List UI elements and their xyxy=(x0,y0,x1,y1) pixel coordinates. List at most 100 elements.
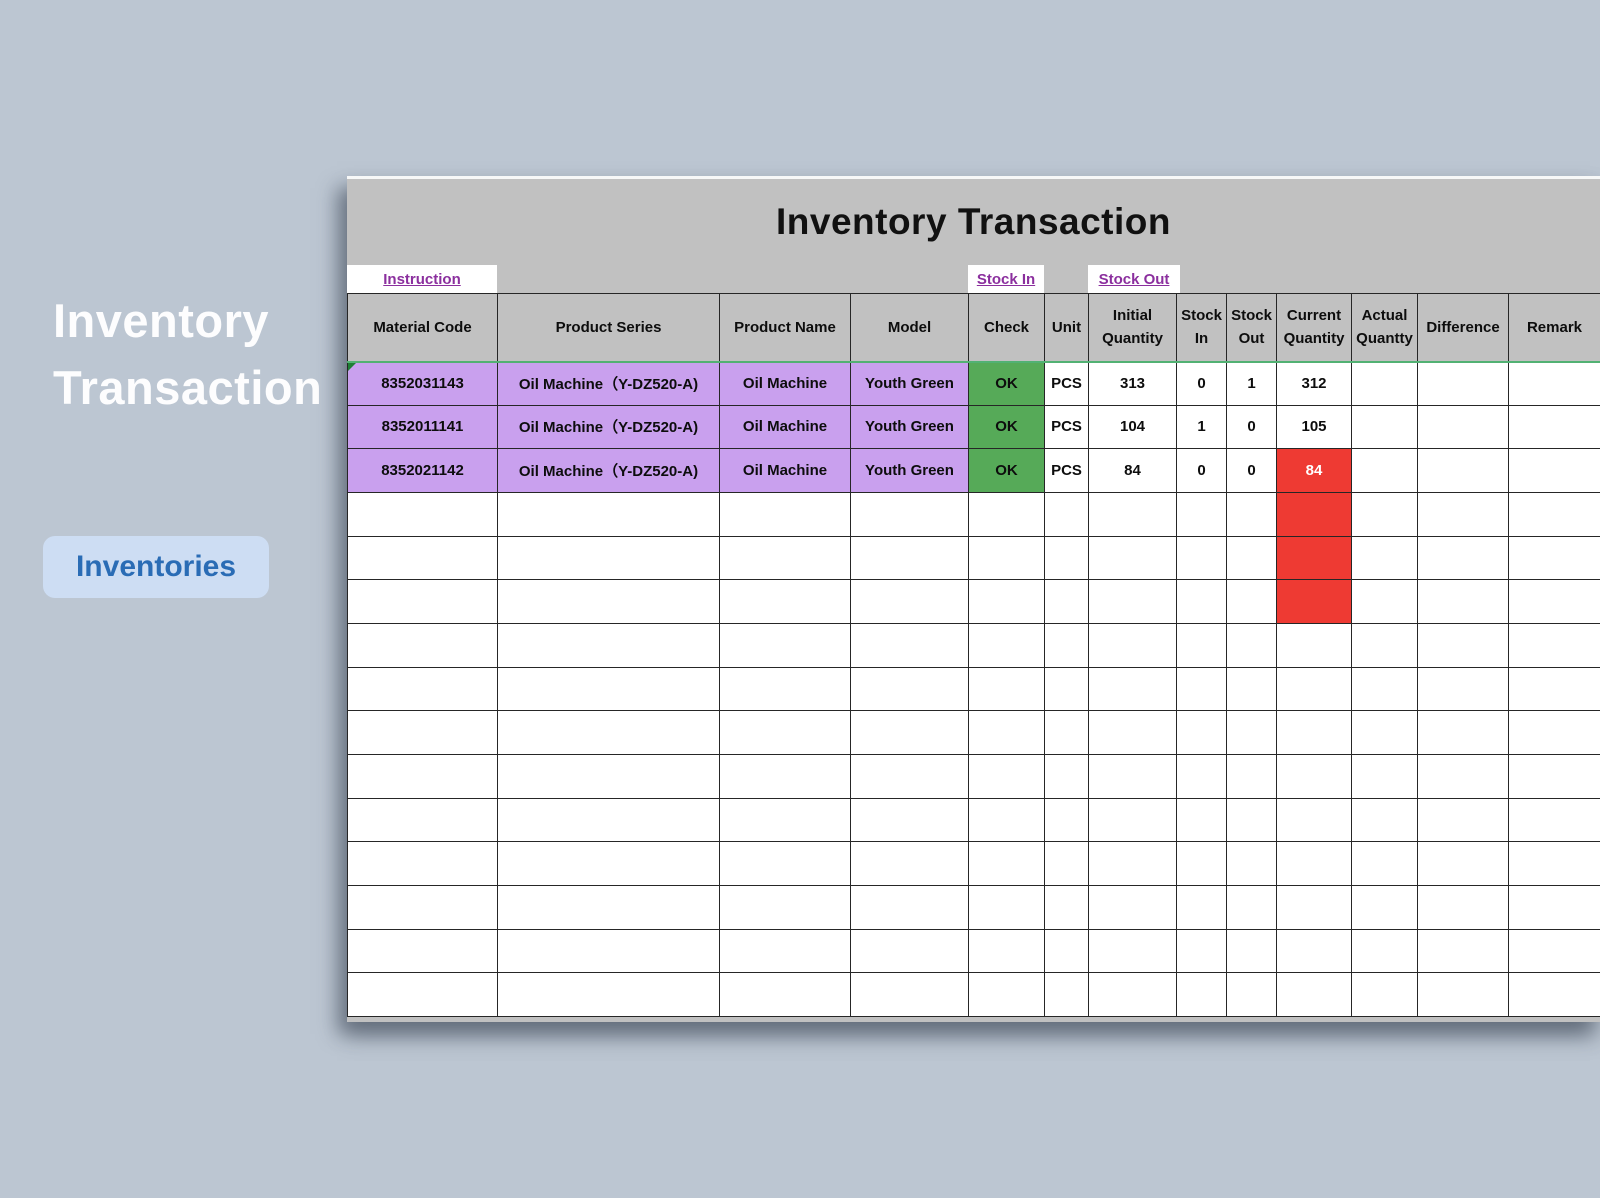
cell-remark[interactable] xyxy=(1508,972,1600,1017)
cell-stock_out[interactable] xyxy=(1226,753,1277,799)
cell-difference[interactable] xyxy=(1417,972,1509,1017)
cell-material_code[interactable] xyxy=(347,797,498,843)
cell-difference[interactable] xyxy=(1417,491,1509,537)
cell-material_code[interactable] xyxy=(347,622,498,668)
cell-remark[interactable] xyxy=(1508,448,1600,493)
cell-difference[interactable] xyxy=(1417,448,1509,493)
cell-stock_in[interactable] xyxy=(1176,579,1227,624)
cell-current_quantity[interactable] xyxy=(1276,622,1352,668)
cell-remark[interactable] xyxy=(1508,491,1600,537)
cell-stock_in[interactable] xyxy=(1176,535,1227,581)
cell-product_series[interactable] xyxy=(497,491,720,537)
cell-product_name[interactable] xyxy=(719,972,851,1017)
cell-product_name[interactable] xyxy=(719,841,851,886)
cell-product_name[interactable] xyxy=(719,491,851,537)
cell-product_series[interactable] xyxy=(497,753,720,799)
cell-initial_quantity[interactable] xyxy=(1088,622,1177,668)
stock-in-link[interactable]: Stock In xyxy=(976,270,1036,288)
cell-initial_quantity[interactable]: 104 xyxy=(1088,404,1177,450)
cell-model[interactable] xyxy=(850,884,969,930)
cell-check[interactable]: OK xyxy=(968,448,1045,493)
cell-product_name[interactable] xyxy=(719,884,851,930)
cell-actual_quantity[interactable] xyxy=(1351,928,1418,974)
cell-stock_in[interactable] xyxy=(1176,928,1227,974)
cell-unit[interactable]: PCS xyxy=(1044,361,1089,406)
cell-product_series[interactable]: Oil Machine（Y-DZ520-A) xyxy=(497,448,720,493)
cell-current_quantity[interactable] xyxy=(1276,535,1352,581)
cell-product_series[interactable] xyxy=(497,579,720,624)
cell-stock_out[interactable]: 1 xyxy=(1226,361,1277,406)
cell-stock_out[interactable] xyxy=(1226,622,1277,668)
cell-remark[interactable] xyxy=(1508,361,1600,406)
cell-actual_quantity[interactable] xyxy=(1351,361,1418,406)
cell-actual_quantity[interactable] xyxy=(1351,753,1418,799)
cell-current_quantity[interactable]: 312 xyxy=(1276,361,1352,406)
cell-unit[interactable] xyxy=(1044,797,1089,843)
cell-unit[interactable] xyxy=(1044,841,1089,886)
cell-initial_quantity[interactable] xyxy=(1088,928,1177,974)
cell-product_series[interactable] xyxy=(497,884,720,930)
cell-unit[interactable] xyxy=(1044,753,1089,799)
cell-model[interactable]: Youth Green xyxy=(850,404,969,450)
cell-actual_quantity[interactable] xyxy=(1351,535,1418,581)
cell-model[interactable] xyxy=(850,491,969,537)
cell-initial_quantity[interactable] xyxy=(1088,535,1177,581)
cell-remark[interactable] xyxy=(1508,753,1600,799)
cell-remark[interactable] xyxy=(1508,666,1600,712)
cell-product_name[interactable] xyxy=(719,535,851,581)
cell-stock_out[interactable] xyxy=(1226,928,1277,974)
cell-initial_quantity[interactable] xyxy=(1088,753,1177,799)
cell-product_name[interactable]: Oil Machine xyxy=(719,448,851,493)
cell-unit[interactable] xyxy=(1044,622,1089,668)
cell-unit[interactable] xyxy=(1044,710,1089,755)
cell-check[interactable] xyxy=(968,841,1045,886)
cell-initial_quantity[interactable]: 313 xyxy=(1088,361,1177,406)
cell-actual_quantity[interactable] xyxy=(1351,579,1418,624)
cell-difference[interactable] xyxy=(1417,404,1509,450)
cell-stock_out[interactable] xyxy=(1226,797,1277,843)
cell-product_name[interactable]: Oil Machine xyxy=(719,404,851,450)
cell-initial_quantity[interactable] xyxy=(1088,491,1177,537)
cell-stock_in[interactable] xyxy=(1176,972,1227,1017)
cell-difference[interactable] xyxy=(1417,841,1509,886)
cell-material_code[interactable] xyxy=(347,884,498,930)
cell-remark[interactable] xyxy=(1508,797,1600,843)
cell-material_code[interactable] xyxy=(347,710,498,755)
cell-current_quantity[interactable]: 84 xyxy=(1276,448,1352,493)
cell-check[interactable] xyxy=(968,797,1045,843)
cell-product_name[interactable] xyxy=(719,710,851,755)
cell-check[interactable] xyxy=(968,884,1045,930)
cell-remark[interactable] xyxy=(1508,841,1600,886)
cell-stock_in[interactable] xyxy=(1176,841,1227,886)
cell-stock_in[interactable] xyxy=(1176,797,1227,843)
cell-remark[interactable] xyxy=(1508,579,1600,624)
cell-stock_out[interactable]: 0 xyxy=(1226,448,1277,493)
cell-check[interactable] xyxy=(968,535,1045,581)
cell-remark[interactable] xyxy=(1508,535,1600,581)
cell-actual_quantity[interactable] xyxy=(1351,797,1418,843)
cell-stock_out[interactable] xyxy=(1226,491,1277,537)
cell-material_code[interactable]: 8352021142 xyxy=(347,448,498,493)
cell-stock_out[interactable] xyxy=(1226,841,1277,886)
cell-stock_in[interactable] xyxy=(1176,710,1227,755)
cell-material_code[interactable] xyxy=(347,666,498,712)
cell-product_name[interactable] xyxy=(719,666,851,712)
cell-check[interactable] xyxy=(968,622,1045,668)
cell-stock_in[interactable]: 0 xyxy=(1176,361,1227,406)
cell-stock_in[interactable] xyxy=(1176,491,1227,537)
cell-difference[interactable] xyxy=(1417,710,1509,755)
cell-remark[interactable] xyxy=(1508,622,1600,668)
cell-actual_quantity[interactable] xyxy=(1351,841,1418,886)
cell-model[interactable] xyxy=(850,666,969,712)
cell-difference[interactable] xyxy=(1417,535,1509,581)
cell-stock_in[interactable] xyxy=(1176,622,1227,668)
cell-model[interactable] xyxy=(850,710,969,755)
cell-product_series[interactable]: Oil Machine（Y-DZ520-A) xyxy=(497,404,720,450)
cell-model[interactable] xyxy=(850,535,969,581)
cell-stock_out[interactable] xyxy=(1226,535,1277,581)
cell-product_name[interactable] xyxy=(719,928,851,974)
cell-check[interactable]: OK xyxy=(968,361,1045,406)
cell-check[interactable] xyxy=(968,491,1045,537)
cell-product_name[interactable] xyxy=(719,579,851,624)
cell-product_series[interactable] xyxy=(497,666,720,712)
